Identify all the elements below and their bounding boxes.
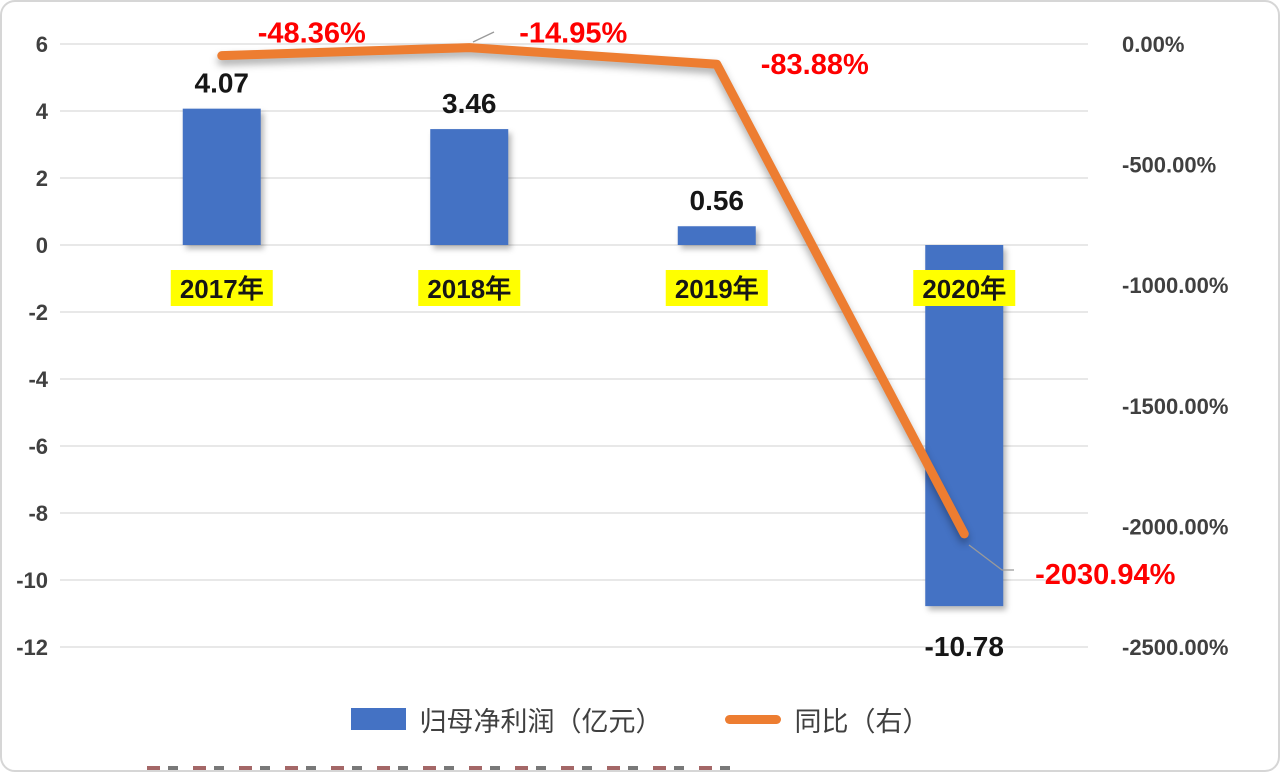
right-axis-tick: -2500.00% [1122,635,1228,660]
leader-line [968,544,1014,571]
profit-yoy-combo-chart: 6 4 2 0 -2 -4 -6 -8 -10 -12 0.00% -500.00% -1000.00%… [16,18,1228,663]
category-highlight [418,270,521,306]
left-axis-tick: -8 [28,501,48,526]
right-axis-tick: -500.00% [1122,153,1216,178]
bar-value-label: 4.07 [195,68,250,99]
category-highlight [665,270,768,306]
left-axis-tick: -4 [28,367,48,392]
left-axis-tick: -6 [28,434,48,459]
category-label: 2020年 [922,274,1006,304]
bar-value-label: 3.46 [442,88,497,119]
left-axis-tick: 0 [36,233,48,258]
category-highlight [913,270,1016,306]
bar-value-label: 0.56 [690,185,745,216]
legend-item-net-profit: 归母净利润（亿元） [350,700,663,739]
left-axis-tick: -2 [28,300,48,325]
bar-2018年 [430,129,509,245]
line-value-label: -48.36% [258,18,366,50]
line-series-label: 同比（右） [794,706,930,737]
left-axis-tick: 6 [36,32,48,57]
yoy-trend-line [217,43,969,539]
line-value-label: -83.88% [761,49,869,81]
right-axis-tick: -2000.00% [1122,514,1228,539]
category-label: 2019年 [675,274,759,304]
leader-line [472,31,495,43]
cropped-bottom-text [147,766,735,770]
bar-series-swatch [350,708,406,730]
bar-2019年 [677,226,756,245]
bar-value-label: -10.78 [925,631,1004,662]
left-axis-tick: 4 [36,99,49,124]
legend-item-yoy: 同比（右） [724,700,930,739]
left-axis-tick: 2 [36,166,48,191]
bar-2017年 [182,108,261,245]
category-highlight [170,270,273,306]
legend: 归母净利润（亿元） 同比（右） [2,699,1278,739]
line-series-swatch [724,714,781,724]
left-axis-tick: -12 [16,635,48,660]
right-axis-tick: -1500.00% [1122,394,1228,419]
left-axis-tick: -10 [16,568,48,593]
category-label: 2018年 [427,274,511,304]
category-label: 2017年 [180,274,264,304]
line-value-label: -14.95% [519,18,627,50]
bar-series-label: 归母净利润（亿元） [419,706,663,737]
right-axis-tick: -1000.00% [1122,273,1228,298]
right-axis-tick: 0.00% [1122,32,1184,57]
line-value-label: -2030.94% [1035,559,1175,591]
